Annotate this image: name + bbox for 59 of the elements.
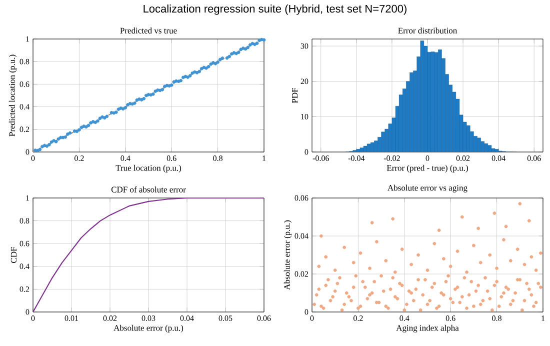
x-tick-label: 0.04 [180,316,194,321]
y-axis-title: Absolute error (p.u.) [284,220,292,290]
text: Localization regression suite (Hybrid, test set N=7200) [144,4,406,15]
x-tick-label: 0.4 [120,156,130,161]
y-tick-label: 0.4 [20,104,30,110]
x-tick-label: -0.06 [312,156,329,161]
y-tick-label: 1 [26,36,29,42]
x-tick-label: 0.04 [492,156,506,161]
x-tick-label: 0.06 [527,156,541,161]
y-tick-label: 0 [26,309,30,315]
y-tick-label: 20 [300,78,308,84]
x-axis-title: True location (p.u.) [116,164,182,173]
x-axis-title: Error (pred - true) (p.u.) [386,164,468,173]
y-tick-label: 30 [300,43,308,49]
x-tick-label: -0.02 [384,156,400,161]
chart-title: Predicted vs true [120,27,177,34]
y-tick-label: 0.06 [294,195,308,201]
y-tick-label: 0.04 [294,233,308,239]
x-tick-label: 0 [31,156,35,161]
y-tick-label: 0 [26,149,30,155]
x-tick-label: 0.02 [456,156,470,161]
chart-title: CDF of absolute error [111,186,186,192]
x-tick-label: 0.2 [353,316,363,321]
y-tick-label: 1 [26,195,29,201]
y-axis-title: Predicted location (p.u.) [8,54,17,136]
x-tick-label: 0.03 [142,316,156,321]
x-tick-label: 0.06 [257,316,271,321]
x-tick-label: 0.6 [166,156,176,161]
x-tick-label: 0.8 [492,316,502,321]
x-tick-label: 1 [262,156,266,161]
x-tick-label: 0 [310,316,314,321]
x-tick-label: 1 [542,316,545,321]
y-tick-label: 0.02 [294,271,308,277]
x-tick-label: 0.2 [74,156,84,161]
x-tick-label: 0.02 [103,316,117,321]
chart-title: Error distribution [398,27,457,34]
x-axis-title: Absolute error (p.u.) [114,324,184,333]
x-axis-title: Aging index alpha [396,324,459,333]
y-tick-label: 0.2 [20,126,30,132]
x-tick-label: 0.4 [400,316,410,321]
y-axis-title: CDF [10,247,17,263]
y-tick-label: 0.8 [20,58,30,64]
x-tick-label: -0.04 [348,156,365,161]
y-tick-label: 0.8 [20,218,30,224]
y-tick-label: 0.2 [20,286,30,292]
y-tick-label: 0 [304,309,308,315]
x-tick-label: 0 [31,316,35,321]
y-tick-label: 0.6 [20,240,30,246]
y-tick-label: 0 [304,149,308,155]
x-tick-label: 0 [426,156,430,161]
x-tick-label: 0.8 [213,156,223,161]
x-tick-label: 0.01 [64,316,78,321]
y-axis-title: PDF [292,88,298,104]
y-tick-label: 0.4 [20,264,30,270]
x-tick-label: 0.6 [446,316,456,321]
x-tick-label: 0.05 [218,316,232,321]
y-tick-label: 0.6 [20,81,30,87]
chart-title: Absolute error vs aging [388,184,468,192]
y-tick-label: 10 [301,114,308,120]
